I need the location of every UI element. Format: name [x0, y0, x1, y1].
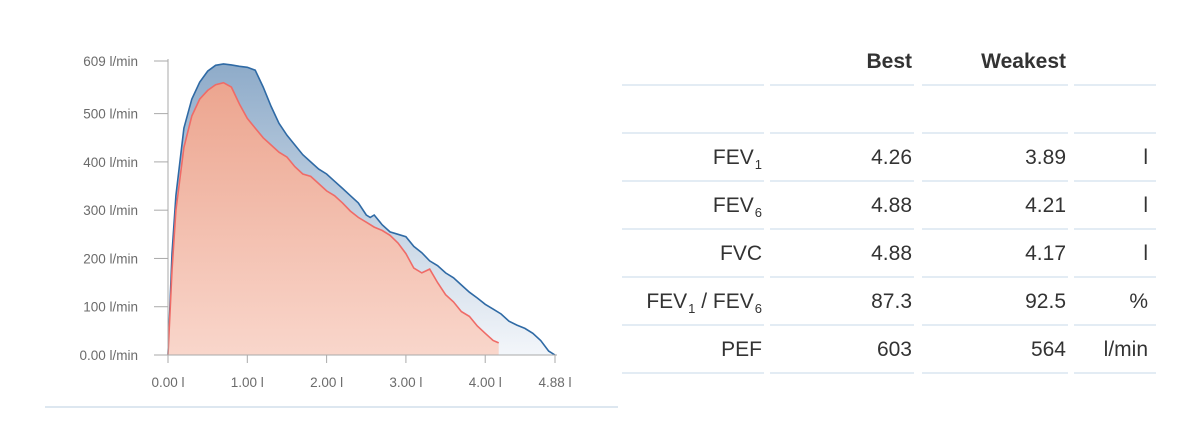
table-row: FEV1 4.26 3.89 l: [622, 134, 1156, 182]
unit-label: l: [1143, 194, 1148, 217]
row-divider: [1074, 180, 1156, 182]
weakest-value: 92.5: [1025, 290, 1066, 313]
best-value: 4.88: [871, 242, 912, 265]
unit-label: l: [1143, 242, 1148, 265]
row-divider: [770, 132, 914, 134]
best-value: 4.88: [871, 194, 912, 217]
unit-label: %: [1129, 290, 1148, 313]
flow-volume-chart: 0.00 l/min 100 l/min 200 l/min 300 l/min 400…: [45, 54, 618, 408]
x-tick-label: 1.00 l: [231, 375, 264, 390]
weakest-value: 4.21: [1025, 194, 1066, 217]
table-row: FEV1 / FEV6 87.3 92.5%: [622, 278, 1156, 326]
row-divider: [622, 324, 764, 326]
series-line-best: [167, 63, 556, 356]
row-divider: [770, 324, 914, 326]
y-tick-label: 609 l/min: [83, 54, 138, 69]
y-tick-label: 300 l/min: [83, 203, 138, 218]
metric-subscript: 6: [754, 301, 762, 316]
row-divider: [922, 84, 1068, 86]
metric-label-text: / FEV: [695, 290, 754, 313]
chart-bottom-divider: [45, 406, 618, 408]
y-tick-label: 200 l/min: [83, 251, 138, 266]
header-best: Best: [866, 50, 912, 73]
row-divider: [622, 84, 764, 86]
unit-label: l: [1143, 146, 1148, 169]
row-divider: [622, 372, 764, 374]
row-divider: [922, 228, 1068, 230]
row-divider: [922, 180, 1068, 182]
row-divider: [1074, 132, 1156, 134]
table-row: PEF 603 564 l/min: [622, 326, 1156, 374]
best-value: 87.3: [871, 290, 912, 313]
y-tick-label: 500 l/min: [83, 107, 138, 122]
row-divider: [770, 372, 914, 374]
row-divider: [922, 276, 1068, 278]
series-area-weakest: [168, 82, 499, 355]
row-divider: [1074, 372, 1156, 374]
row-divider: [622, 180, 764, 182]
x-tick-label: 4.88 l: [538, 375, 571, 390]
row-divider: [622, 228, 764, 230]
y-tick-label: 0.00 l/min: [79, 348, 138, 363]
metric-subscript: 1: [754, 157, 762, 172]
x-tick-label: 3.00 l: [389, 375, 422, 390]
metric-label-text: FEV: [712, 194, 754, 217]
row-divider: [922, 324, 1068, 326]
best-value: 603: [876, 338, 912, 361]
row-divider: [622, 132, 764, 134]
chart-svg: 0.00 l/min 100 l/min 200 l/min 300 l/min 400…: [79, 54, 571, 390]
row-divider: [1074, 324, 1156, 326]
table-row: FVC 4.88 4.17 l: [622, 230, 1156, 278]
results-table: Best Weakest FEV1 4.26 3.89 l FEV6 4.88 4.21 l F…: [622, 38, 1156, 374]
metric-label-text: PEF: [721, 338, 762, 361]
row-divider: [770, 228, 914, 230]
y-tick-label: 100 l/min: [83, 300, 138, 315]
metric-label: PEF: [622, 326, 762, 374]
table-header-row: Best Weakest: [622, 38, 1156, 86]
x-tick-label: 2.00 l: [310, 375, 343, 390]
metric-label: FEV1 / FEV6: [622, 278, 762, 326]
x-tick-label: 4.00 l: [469, 375, 502, 390]
row-divider: [922, 132, 1068, 134]
weakest-value: 564: [1030, 338, 1066, 361]
metric-subscript: 6: [754, 205, 762, 220]
x-tick-label: 0.00 l: [151, 375, 184, 390]
table-row: FEV6 4.88 4.21 l: [622, 182, 1156, 230]
best-value: 4.26: [871, 146, 912, 169]
weakest-value: 4.17: [1025, 242, 1066, 265]
row-divider: [770, 84, 914, 86]
unit-label: l/min: [1103, 338, 1148, 361]
metric-label-text: FVC: [720, 242, 762, 265]
metric-subscript: 1: [688, 301, 696, 316]
weakest-value: 3.89: [1025, 146, 1066, 169]
row-divider: [770, 180, 914, 182]
row-divider: [1074, 84, 1156, 86]
series-line-weakest: [167, 81, 500, 356]
metric-label-text: FEV: [646, 290, 688, 313]
y-tick-label: 400 l/min: [83, 155, 138, 170]
metric-label: FEV6: [622, 182, 762, 230]
table-body: FEV1 4.26 3.89 l FEV6 4.88 4.21 l FVC 4.88 4.17 l FE…: [622, 134, 1156, 374]
row-divider: [922, 372, 1068, 374]
row-divider: [770, 276, 914, 278]
row-divider: [1074, 228, 1156, 230]
metric-label-text: FEV: [712, 146, 754, 169]
row-divider: [1074, 276, 1156, 278]
metric-label: FEV1: [622, 134, 762, 182]
header-weakest: Weakest: [981, 50, 1066, 73]
table-spacer-row: [622, 86, 1156, 134]
row-divider: [622, 276, 764, 278]
metric-label: FVC: [622, 230, 762, 278]
